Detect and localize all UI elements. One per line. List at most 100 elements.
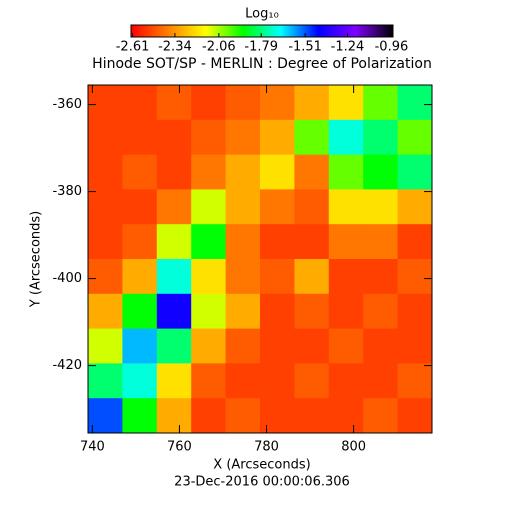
heatmap-cell xyxy=(294,189,330,225)
colorbar-label: Log₁₀ xyxy=(245,7,279,22)
heatmap-cell xyxy=(328,398,364,434)
y-tick-label: -400 xyxy=(52,271,82,286)
heatmap-cell xyxy=(328,119,364,156)
heatmap-cell xyxy=(225,328,261,364)
heatmap-cell xyxy=(363,398,399,434)
y-tick-label: -420 xyxy=(52,358,82,373)
heatmap-cell xyxy=(397,85,433,121)
heatmap-cell xyxy=(294,259,330,295)
chart-title: Hinode SOT/SP - MERLIN : Degree of Polar… xyxy=(92,56,432,72)
heatmap-cell xyxy=(294,363,330,399)
heatmap-cell xyxy=(397,363,433,399)
heatmap-cell xyxy=(328,363,364,399)
heatmap-cell xyxy=(225,85,261,121)
heatmap-cell xyxy=(260,293,295,330)
heatmap-cell xyxy=(260,259,295,295)
heatmap-cell xyxy=(397,154,433,190)
heatmap-cell xyxy=(328,328,364,364)
heatmap-cell xyxy=(328,293,364,330)
heatmap-cell xyxy=(156,363,192,399)
heatmap-cell xyxy=(363,293,399,330)
heatmap-cell xyxy=(294,293,330,330)
heatmap-cell xyxy=(294,154,330,190)
colorbar-tick-label: -1.79 xyxy=(244,40,278,55)
heatmap-cell xyxy=(88,224,123,260)
subtitle: 23-Dec-2016 00:00:06.306 xyxy=(174,475,350,490)
heatmap-cell xyxy=(328,154,364,190)
heatmap-cell xyxy=(122,328,158,364)
heatmap-cell xyxy=(260,328,295,364)
heatmap-cell xyxy=(397,224,433,260)
heatmap-cell xyxy=(225,259,261,295)
heatmap-cell xyxy=(225,224,261,260)
heatmap-cell xyxy=(260,85,295,121)
heatmap-cell xyxy=(156,328,192,364)
heatmap-cell xyxy=(122,224,158,260)
y-tick-label: -380 xyxy=(52,184,82,199)
heatmap-cell xyxy=(156,154,192,190)
heatmap-cell xyxy=(191,398,227,434)
heatmap-cell xyxy=(122,259,158,295)
heatmap-cell xyxy=(397,328,433,364)
heatmap-cell xyxy=(191,189,227,225)
heatmap-cell xyxy=(122,363,158,399)
heatmap-cell xyxy=(191,293,227,330)
heatmap-cell xyxy=(260,189,295,225)
heatmap-cell xyxy=(260,154,295,190)
heatmap-cell xyxy=(294,398,330,434)
colorbar-tick-label: -2.61 xyxy=(116,40,150,55)
x-axis-label: X (Arcseconds) xyxy=(213,458,310,473)
heatmap-cell xyxy=(260,398,295,434)
heatmap-cell xyxy=(156,119,192,156)
heatmap-cell xyxy=(328,85,364,121)
heatmap-cell xyxy=(260,119,295,156)
heatmap-cell xyxy=(397,259,433,295)
heatmap-cell xyxy=(88,259,123,295)
heatmap-cell xyxy=(363,259,399,295)
heatmap-cell xyxy=(363,119,399,156)
heatmap-cell xyxy=(225,154,261,190)
heatmap-cell xyxy=(225,189,261,225)
heatmap-cell xyxy=(363,363,399,399)
colorbar-tick-label: -2.34 xyxy=(158,40,192,55)
heatmap-cell xyxy=(328,259,364,295)
heatmap-cell xyxy=(294,224,330,260)
heatmap-cell xyxy=(88,189,123,225)
heatmap-cell xyxy=(156,85,192,121)
heatmap-cell xyxy=(191,154,227,190)
heatmap-cell xyxy=(225,293,261,330)
heatmap-cell xyxy=(363,189,399,225)
y-tick-label: -360 xyxy=(52,97,82,112)
heatmap-cell xyxy=(122,398,158,434)
heatmap-cell xyxy=(122,293,158,330)
heatmap-cell xyxy=(122,119,158,156)
y-axis-label: Y (Arcseconds) xyxy=(29,211,44,308)
heatmap-cell xyxy=(294,85,330,121)
heatmap-cell xyxy=(260,224,295,260)
heatmap-cell xyxy=(191,119,227,156)
x-tick-label: 760 xyxy=(167,440,192,455)
heatmap-cell xyxy=(225,119,261,156)
heatmap-cell xyxy=(363,328,399,364)
x-tick-label: 800 xyxy=(341,440,366,455)
x-tick-label: 780 xyxy=(254,440,279,455)
heatmap-cell xyxy=(88,328,123,364)
heatmap-cell xyxy=(397,189,433,225)
heatmap-cell xyxy=(363,154,399,190)
heatmap-cell xyxy=(156,398,192,434)
heatmap-cell xyxy=(294,328,330,364)
heatmap-cell xyxy=(88,363,123,399)
colorbar-tick-label: -1.24 xyxy=(331,40,365,55)
heatmap-cell xyxy=(397,119,433,156)
x-tick-label: 740 xyxy=(80,440,105,455)
heatmap-cell xyxy=(397,293,433,330)
plot-frame xyxy=(87,84,433,434)
heatmap-cell xyxy=(225,398,261,434)
heatmap-cell xyxy=(88,154,123,190)
heatmap-cell xyxy=(328,189,364,225)
heatmap-cell xyxy=(156,189,192,225)
heatmap-cell xyxy=(88,293,123,330)
heatmap-cell xyxy=(88,119,123,156)
colorbar xyxy=(130,24,394,38)
